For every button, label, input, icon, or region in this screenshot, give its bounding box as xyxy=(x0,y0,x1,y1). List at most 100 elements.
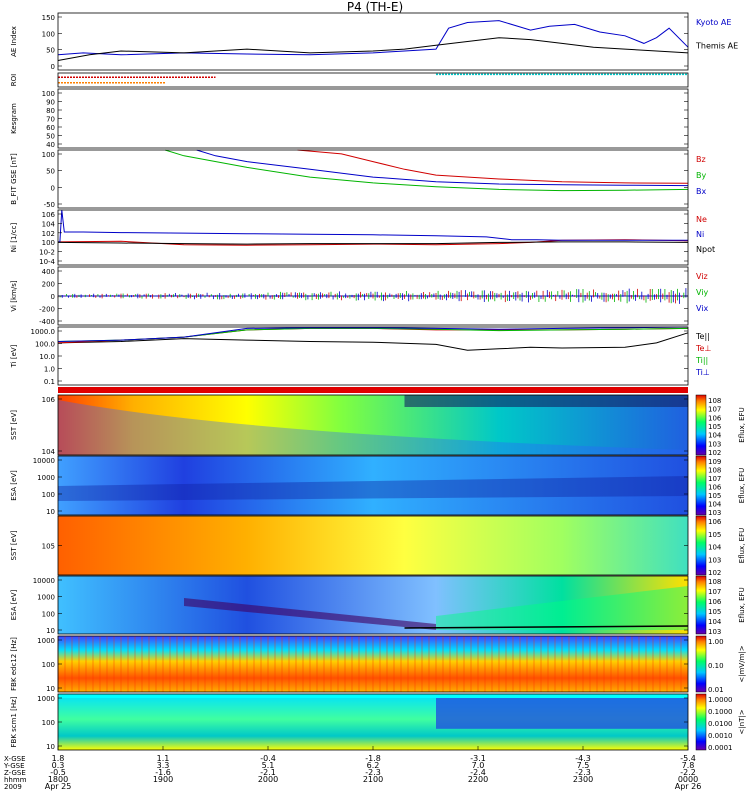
ylabel-ae: AE Index xyxy=(10,26,18,57)
ytick-label: 10000 xyxy=(33,457,55,465)
ylabel-kgram: Kesgram xyxy=(10,103,18,134)
spectro-band xyxy=(405,395,689,407)
cbar-tick: 107 xyxy=(708,406,721,414)
ytick-label: -200 xyxy=(39,306,55,314)
ytick-label: 200 xyxy=(42,281,55,289)
ytick-label: 10-2 xyxy=(39,249,55,257)
ytick-label: 60 xyxy=(46,124,55,132)
panel-frame-ti xyxy=(58,327,688,385)
ytick-label: 40 xyxy=(46,141,55,149)
legend-ti: Te|| xyxy=(695,332,710,341)
cbar-tick: 0.1000 xyxy=(708,708,733,716)
cbar-tick: 105 xyxy=(708,608,721,616)
legend-bfit: By xyxy=(696,171,706,180)
cbar-tick: 0.0100 xyxy=(708,720,733,728)
ylabel-ti: Ti [eV] xyxy=(10,344,18,368)
series-line-ae-0 xyxy=(58,21,688,55)
ytick-label: 1000 xyxy=(37,637,55,645)
xtick-time: 2200 xyxy=(468,775,488,784)
legend-ae: Kyoto AE xyxy=(696,18,731,27)
series-line-ni-1 xyxy=(58,210,688,242)
ytick-label: 100 xyxy=(42,30,55,38)
cbar-tick: 107 xyxy=(708,588,721,596)
cbar-tick: 108 xyxy=(708,578,721,586)
colorbar-esa_i xyxy=(696,576,706,634)
cbar-tick: 108 xyxy=(708,467,721,475)
cbar-tick: 0.0001 xyxy=(708,744,733,752)
ytick-label: 1000 xyxy=(37,695,55,703)
cbar-tick: 103 xyxy=(708,556,721,564)
legend-ae: Themis AE xyxy=(695,42,738,51)
ytick-label: 1000.0 xyxy=(31,328,56,336)
cbar-tick: 103 xyxy=(708,440,721,448)
colorbar-fbk_e xyxy=(696,636,706,692)
ytick-label: 100 xyxy=(42,610,55,618)
ytick-label: -50 xyxy=(44,201,55,209)
series-line-ae-1 xyxy=(58,38,688,61)
ytick-label: 104 xyxy=(42,448,56,456)
xtick-time: 2000 xyxy=(258,775,278,784)
cbar-label: <|mV/m|> xyxy=(738,645,746,682)
cbar-label: Eflux, EFU xyxy=(738,528,746,563)
cbar-tick: 105 xyxy=(708,423,721,431)
series-line-ni-2 xyxy=(58,242,688,244)
ytick-label: 50 xyxy=(46,47,55,55)
cbar-tick: 106 xyxy=(708,484,722,492)
cbar-tick: 104 xyxy=(708,544,722,552)
series-line-bfit-2 xyxy=(197,150,688,186)
ylabel-sst_e: SST [eV] xyxy=(10,410,18,440)
ytick-label: 1000 xyxy=(37,594,55,602)
ytick-label: 10 xyxy=(46,508,55,516)
ytick-label: 10-4 xyxy=(39,258,55,266)
ytick-label: 100 xyxy=(42,719,55,727)
cbar-tick: 104 xyxy=(708,501,722,509)
colorbar-sst_i xyxy=(696,516,706,575)
ytick-label: 106 xyxy=(42,396,56,404)
ylabel-esa_e: ESA [eV] xyxy=(10,470,18,501)
cbar-tick: 105 xyxy=(708,531,721,539)
legend-ti: Te⊥ xyxy=(695,344,711,353)
ytick-label: 104 xyxy=(42,220,56,228)
series-line-ti-0 xyxy=(58,333,688,350)
ytick-label: 0.1 xyxy=(44,378,55,386)
cbar-tick: 1.0000 xyxy=(708,696,733,704)
panel-frame-ni xyxy=(58,210,688,265)
xaxis-row-label: 2009 xyxy=(4,783,22,791)
legend-bfit: Bz xyxy=(696,155,706,164)
xtick-date: Apr 25 xyxy=(45,782,72,791)
xtick-date: Apr 26 xyxy=(675,782,702,791)
panel-frame-bfit xyxy=(58,150,688,208)
ylabel-ni: Ni [1/cc] xyxy=(10,223,18,253)
cbar-tick: 104 xyxy=(708,432,722,440)
plot-title: P4 (TH-E) xyxy=(0,0,750,14)
cbar-tick: 106 xyxy=(708,598,722,606)
ytick-label: 1.0 xyxy=(44,366,55,374)
legend-vi: Viy xyxy=(696,288,709,297)
ytick-label: 150 xyxy=(42,14,55,22)
legend-ni: Ne xyxy=(696,215,707,224)
ytick-label: 100 xyxy=(42,661,55,669)
ylabel-esa_i: ESA [eV] xyxy=(10,589,18,620)
panel-frame-ae xyxy=(58,13,688,70)
cbar-tick: 1.00 xyxy=(708,638,724,646)
ytick-label: 0 xyxy=(51,63,55,71)
ylabel-fbk_e: FBK edc12 [Hz] xyxy=(10,637,18,691)
ytick-label: 90 xyxy=(46,99,55,107)
ytick-label: 102 xyxy=(42,230,55,238)
ytick-label: 0 xyxy=(51,184,55,192)
cbar-tick: 0.0010 xyxy=(708,732,733,740)
cbar-tick: 102 xyxy=(708,569,721,577)
series-line-bfit-1 xyxy=(165,150,688,191)
ytick-label: 105 xyxy=(42,543,55,551)
spectrogram-sst_i xyxy=(58,516,688,575)
flag-bar xyxy=(58,387,688,393)
ytick-label: 10000 xyxy=(33,577,55,585)
legend-ni: Ni xyxy=(696,230,704,239)
legend-ni: Npot xyxy=(696,245,715,254)
series-line-bfit-0 xyxy=(297,150,688,183)
spectro-band xyxy=(58,694,688,698)
cbar-tick: 105 xyxy=(708,492,721,500)
panel-frame-kgram xyxy=(58,89,688,148)
